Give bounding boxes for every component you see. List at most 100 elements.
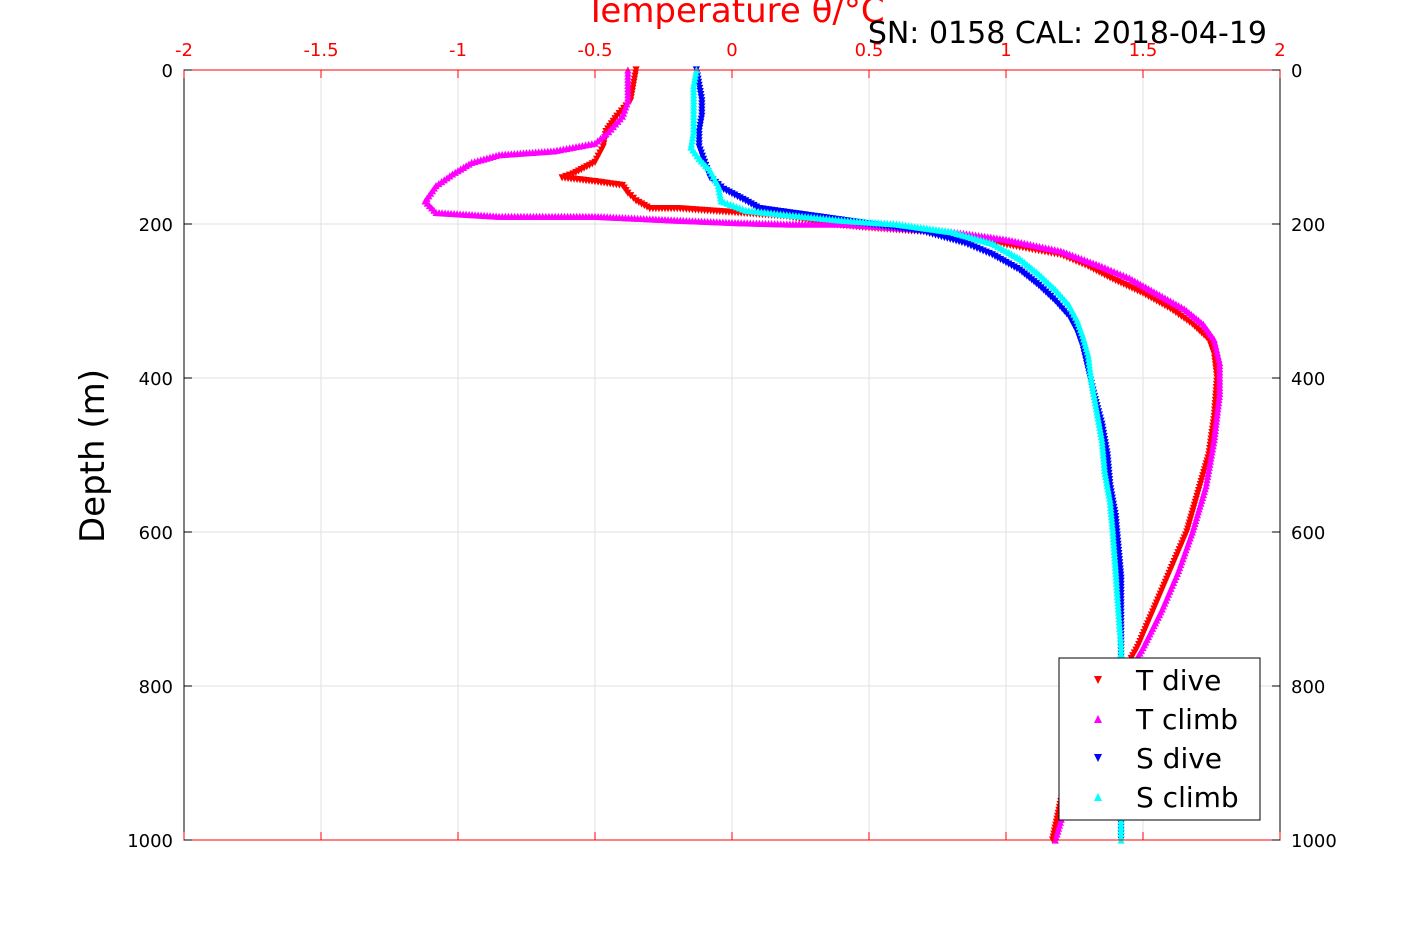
point-3-22 xyxy=(1084,351,1092,359)
y-tick-label-left-0: 0 xyxy=(162,61,173,82)
trace-3-0-3 xyxy=(691,75,699,83)
trace-3-26-4 xyxy=(1103,479,1111,487)
trace-3-26-9 xyxy=(1105,494,1114,502)
legend-marker-2 xyxy=(1094,754,1102,762)
trace-3-24-2 xyxy=(1093,411,1102,419)
trace-3-30-3 xyxy=(1115,615,1123,623)
trace-1-31-11 xyxy=(1212,423,1220,431)
x-tick-label-7: 1.5 xyxy=(1129,40,1158,61)
trace-3-29-2 xyxy=(1112,573,1120,581)
trace-3-27-8 xyxy=(1108,522,1116,530)
trace-3-26-2 xyxy=(1102,472,1110,481)
trace-3-25-8 xyxy=(1100,460,1108,468)
trace-3-29-3 xyxy=(1112,576,1120,584)
trace-1-31-12 xyxy=(1211,426,1219,434)
trace-1-32-14 xyxy=(1202,479,1211,487)
trace-1-32-6 xyxy=(1207,454,1215,462)
trace-1-31-9 xyxy=(1212,417,1221,425)
point-3-23 xyxy=(1087,374,1095,382)
trace-3-8-3 xyxy=(716,191,724,199)
y-tick-label-right-3: 600 xyxy=(1291,523,1325,544)
trace-3-27-1 xyxy=(1106,500,1114,508)
trace-3-24-5 xyxy=(1095,420,1103,428)
y-tick-label-right-5: 1000 xyxy=(1291,831,1337,852)
point-1-32 xyxy=(1210,436,1218,444)
trace-1-32-5 xyxy=(1207,451,1216,459)
y-tick-label-right-1: 200 xyxy=(1291,215,1325,236)
trace-3-8-2 xyxy=(715,188,723,196)
trace-1-32-7 xyxy=(1206,457,1215,465)
trace-1-32-10 xyxy=(1205,466,1213,474)
trace-3-29-6 xyxy=(1113,586,1121,594)
trace-3-25-6 xyxy=(1099,454,1108,462)
trace-3-28-11 xyxy=(1111,563,1119,571)
trace-1-32-11 xyxy=(1204,469,1212,478)
x-tick-label-8: 2 xyxy=(1274,40,1285,61)
trace-3-0-4 xyxy=(690,78,698,86)
trace-3-23-4 xyxy=(1089,386,1097,394)
legend-box xyxy=(1058,657,1261,821)
trace-1-32-13 xyxy=(1203,476,1211,484)
point-3-29 xyxy=(1112,566,1120,575)
trace-3-23-9 xyxy=(1092,402,1100,410)
trace-3-25-1 xyxy=(1098,439,1106,447)
y-tick-label-right-4: 800 xyxy=(1291,677,1325,698)
trace-3-0-2 xyxy=(691,72,699,80)
y-tick-label-left-4: 800 xyxy=(139,677,173,698)
trace-3-23-2 xyxy=(1088,380,1096,388)
legend-label-1: T climb xyxy=(1135,703,1238,736)
trace-3-29-4 xyxy=(1112,579,1121,587)
point-3-25 xyxy=(1098,436,1106,444)
trace-3-29-1 xyxy=(1112,570,1120,578)
trace-3-27-7 xyxy=(1108,519,1116,527)
legend-marker-1 xyxy=(1094,715,1102,723)
trace-3-27-4 xyxy=(1107,509,1115,518)
trace-1-31-2 xyxy=(1215,395,1223,404)
trace-1-31-5 xyxy=(1214,405,1222,413)
trace-3-4-2 xyxy=(688,134,697,142)
trace-3-27-6 xyxy=(1108,516,1116,524)
trace-1-31-8 xyxy=(1213,414,1221,422)
trace-1-31-4 xyxy=(1214,402,1222,410)
trace-3-22-3 xyxy=(1085,361,1093,369)
trace-1-32-1 xyxy=(1210,439,1218,447)
trace-3-30-1 xyxy=(1114,608,1123,616)
trace-3-24-1 xyxy=(1093,408,1101,416)
legend-label-3: S climb xyxy=(1136,781,1239,814)
trace-3-23-8 xyxy=(1091,399,1099,407)
x-tick-label-4: 0 xyxy=(726,40,737,61)
point-1-31 xyxy=(1216,389,1224,397)
trace-3-27-5 xyxy=(1107,513,1116,521)
trace-3-28-10 xyxy=(1111,560,1119,568)
point-3-24 xyxy=(1092,405,1101,413)
trace-3-22-2 xyxy=(1085,357,1093,366)
trace-3-22-6 xyxy=(1086,371,1095,379)
trace-1-32-3 xyxy=(1208,445,1217,453)
point-3-4 xyxy=(690,128,698,136)
trace-1-32-2 xyxy=(1209,442,1217,450)
trace-3-23-1 xyxy=(1087,377,1096,385)
trace-3-26-1 xyxy=(1101,469,1109,478)
trace-3-28-4 xyxy=(1110,541,1118,549)
trace-3-23-6 xyxy=(1090,392,1098,401)
trace-1-31-6 xyxy=(1213,408,1222,416)
y-tick-label-left-3: 600 xyxy=(139,523,173,544)
trace-3-30-10 xyxy=(1117,637,1125,645)
trace-3-26-6 xyxy=(1104,485,1112,493)
trace-3-23-3 xyxy=(1088,383,1097,391)
trace-3-28-2 xyxy=(1109,534,1117,543)
trace-3-25-5 xyxy=(1099,451,1107,459)
trace-3-22-1 xyxy=(1084,354,1093,362)
legend-label-0: T dive xyxy=(1135,664,1221,697)
x-tick-label-3: -0.5 xyxy=(577,40,612,61)
y-tick-label-left-2: 400 xyxy=(139,369,173,390)
point-3-26 xyxy=(1101,466,1109,474)
point-3-8 xyxy=(714,181,722,190)
trace-3-25-7 xyxy=(1100,457,1108,465)
trace-3-23-7 xyxy=(1091,395,1099,404)
trace-3-28-3 xyxy=(1109,538,1118,546)
trace-1-32-4 xyxy=(1208,448,1216,456)
trace-3-24-6 xyxy=(1096,423,1104,431)
trace-3-29-10 xyxy=(1114,598,1122,607)
point-3-28 xyxy=(1109,528,1117,536)
